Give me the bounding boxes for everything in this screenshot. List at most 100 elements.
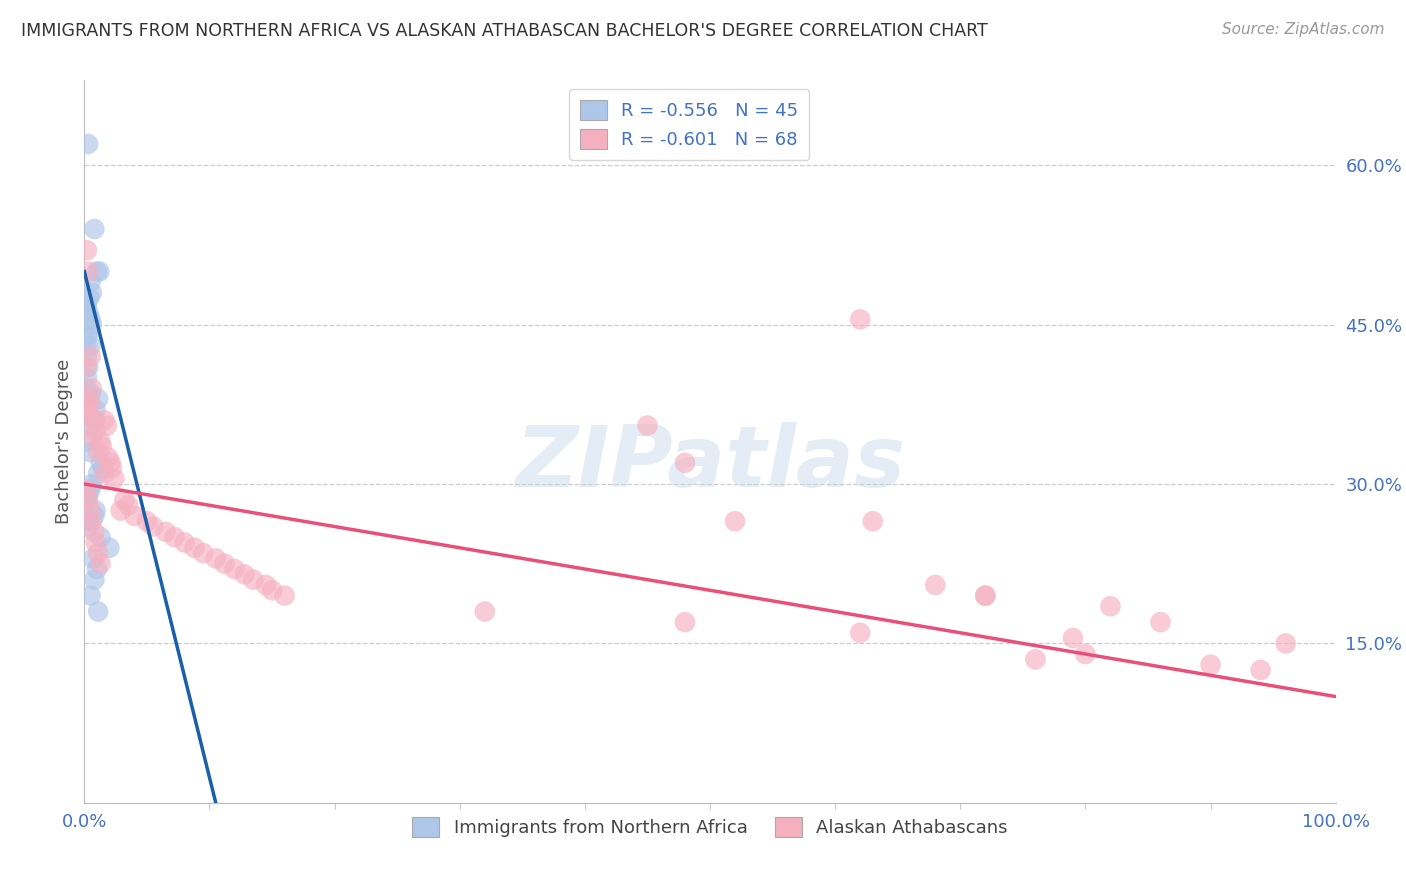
Point <box>1074 647 1097 661</box>
Point <box>80 381 103 395</box>
Point <box>77 519 100 533</box>
Point <box>110 503 132 517</box>
Point <box>75 483 97 497</box>
Point <box>849 312 872 326</box>
Point <box>142 519 165 533</box>
Point <box>1274 636 1296 650</box>
Point <box>79 397 101 411</box>
Point <box>83 508 105 523</box>
Point <box>77 264 100 278</box>
Text: Source: ZipAtlas.com: Source: ZipAtlas.com <box>1222 22 1385 37</box>
Point <box>77 488 100 502</box>
Point <box>79 291 101 305</box>
Point <box>90 557 112 571</box>
Point <box>79 514 101 528</box>
Point <box>124 508 146 523</box>
Point <box>84 402 107 417</box>
Point <box>79 350 101 364</box>
Point <box>1024 652 1046 666</box>
Point <box>91 461 114 475</box>
Point <box>163 530 186 544</box>
Point <box>83 413 105 427</box>
Point <box>83 413 105 427</box>
Point <box>101 461 124 475</box>
Point <box>1099 599 1122 614</box>
Point <box>89 264 111 278</box>
Point <box>86 264 108 278</box>
Point <box>1149 615 1171 630</box>
Point <box>1062 631 1084 645</box>
Text: IMMIGRANTS FROM NORTHERN AFRICA VS ALASKAN ATHABASCAN BACHELOR'S DEGREE CORRELAT: IMMIGRANTS FROM NORTHERN AFRICA VS ALASK… <box>21 22 988 40</box>
Point <box>75 339 97 353</box>
Point <box>77 434 100 449</box>
Point <box>103 472 125 486</box>
Point <box>193 546 215 560</box>
Point <box>673 615 696 630</box>
Point <box>90 456 112 470</box>
Point <box>75 360 97 375</box>
Point <box>673 456 696 470</box>
Point <box>849 625 872 640</box>
Point <box>214 557 236 571</box>
Point <box>96 418 118 433</box>
Point <box>262 583 284 598</box>
Point <box>82 551 104 566</box>
Point <box>79 503 101 517</box>
Point <box>93 413 115 427</box>
Point <box>79 339 101 353</box>
Point <box>77 360 100 375</box>
Point <box>79 386 101 401</box>
Point <box>80 429 103 443</box>
Point <box>100 456 122 470</box>
Point <box>87 605 110 619</box>
Point <box>80 285 103 300</box>
Point <box>77 307 100 321</box>
Point <box>76 350 98 364</box>
Point <box>76 244 98 258</box>
Point <box>273 589 295 603</box>
Point <box>637 418 659 433</box>
Point <box>204 551 226 566</box>
Point <box>90 530 112 544</box>
Point <box>87 392 110 406</box>
Point <box>90 434 112 449</box>
Point <box>173 535 195 549</box>
Point <box>87 445 110 459</box>
Point <box>87 546 110 560</box>
Point <box>974 589 997 603</box>
Point <box>974 589 997 603</box>
Point <box>183 541 205 555</box>
Y-axis label: Bachelor's Degree: Bachelor's Degree <box>55 359 73 524</box>
Point <box>79 445 101 459</box>
Point <box>77 493 100 508</box>
Point <box>84 424 107 438</box>
Point <box>80 318 103 332</box>
Point <box>254 578 277 592</box>
Legend: Immigrants from Northern Africa, Alaskan Athabascans: Immigrants from Northern Africa, Alaskan… <box>405 810 1015 845</box>
Point <box>112 493 135 508</box>
Point <box>233 567 256 582</box>
Point <box>84 535 107 549</box>
Point <box>242 573 264 587</box>
Point <box>79 275 101 289</box>
Point <box>93 467 115 481</box>
Point <box>117 498 139 512</box>
Point <box>474 605 496 619</box>
Point <box>1199 657 1222 672</box>
Point <box>97 450 120 465</box>
Point <box>155 524 177 539</box>
Point <box>75 493 97 508</box>
Point <box>90 440 112 454</box>
Point <box>80 477 103 491</box>
Point <box>98 541 121 555</box>
Point <box>79 312 101 326</box>
Text: ZIPatlas: ZIPatlas <box>515 422 905 505</box>
Point <box>724 514 747 528</box>
Point <box>224 562 246 576</box>
Point <box>77 328 100 343</box>
Point <box>79 589 101 603</box>
Point <box>75 381 97 395</box>
Point <box>79 483 101 497</box>
Point <box>84 503 107 517</box>
Point <box>80 514 103 528</box>
